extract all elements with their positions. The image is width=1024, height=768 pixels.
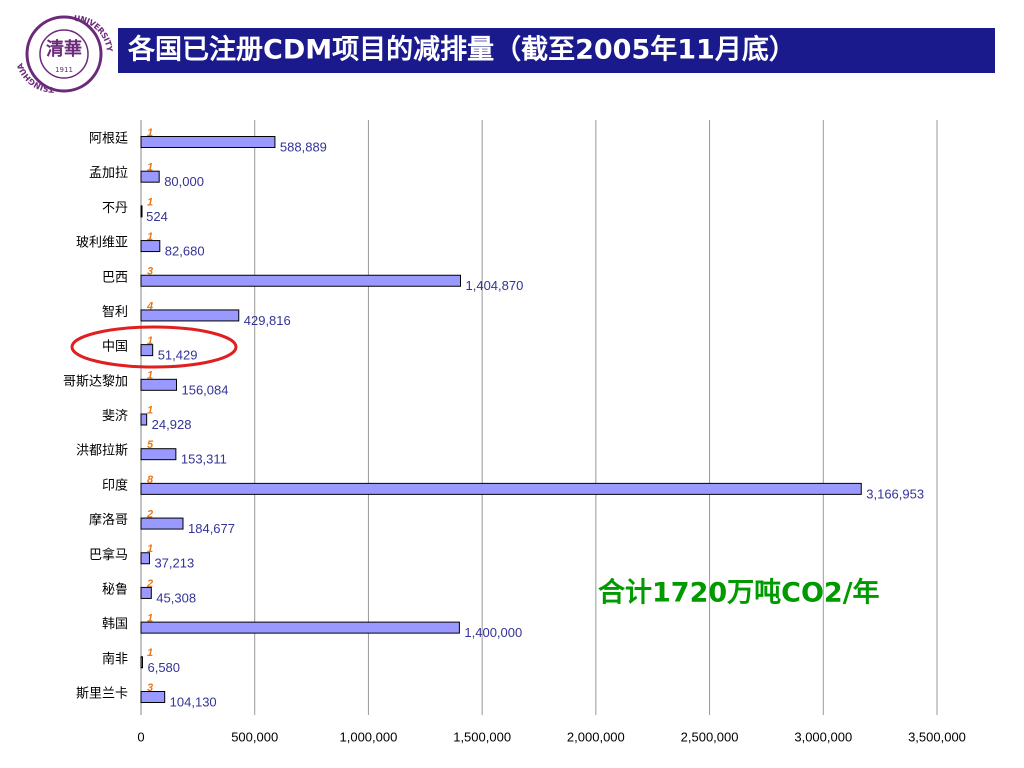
- count-label: 2: [146, 508, 153, 520]
- count-label: 2: [146, 578, 153, 590]
- logo-ring: [25, 15, 103, 93]
- count-label: 1: [147, 543, 153, 555]
- value-label: 1,404,870: [466, 278, 524, 293]
- value-label: 184,677: [188, 521, 235, 536]
- y-tick-label: 哥斯达黎加: [63, 374, 128, 389]
- y-tick-label: 摩洛哥: [89, 512, 128, 528]
- count-label: 1: [147, 335, 153, 347]
- count-label: 1: [147, 647, 153, 659]
- value-label: 37,213: [154, 556, 194, 571]
- count-label: 1: [147, 370, 153, 382]
- count-label: 3: [147, 682, 153, 694]
- logo-mark: 清華: [46, 38, 82, 60]
- x-tick-label: 3,000,000: [794, 729, 852, 744]
- bar: [140, 448, 177, 461]
- value-label: 45,308: [156, 590, 196, 605]
- bar: [140, 240, 161, 253]
- x-tick-label: 0: [137, 729, 144, 744]
- value-label: 153,311: [181, 452, 227, 467]
- bar: [140, 205, 143, 218]
- bar: [140, 586, 152, 599]
- y-tick-label: 洪都拉斯: [76, 444, 128, 459]
- y-tick-label: 孟加拉: [89, 166, 128, 181]
- chart-title: 各国已注册CDM项目的减排量（截至2005年11月底）: [127, 34, 796, 66]
- value-label: 82,680: [165, 244, 205, 259]
- bar: [140, 656, 143, 669]
- bar: [140, 344, 154, 357]
- plot: 0 500,000 1,000,000 1,500,000 2,000,000 2,500…: [63, 120, 966, 744]
- y-tick-label: 斯里兰卡: [76, 687, 128, 702]
- count-label: 4: [146, 300, 153, 312]
- annotation: 合计1720万吨CO2/年: [598, 577, 880, 609]
- count-label: 1: [147, 162, 153, 174]
- y-tick-label: 巴西: [102, 270, 128, 285]
- value-label: 51,429: [158, 348, 198, 363]
- x-tick-label: 1,500,000: [453, 729, 511, 744]
- y-tick-label: 玻利维亚: [76, 236, 128, 251]
- count-label: 1: [147, 404, 153, 416]
- value-label: 429,816: [244, 313, 291, 328]
- y-tick-label: 阿根廷: [89, 132, 128, 147]
- bar: [140, 274, 462, 287]
- count-label: 3: [147, 266, 153, 278]
- count-label: 1: [147, 196, 153, 208]
- bar: [140, 136, 276, 148]
- y-tick-label: 斐济: [102, 409, 128, 424]
- value-label: 24,928: [152, 417, 192, 432]
- y-tick-label: 韩国: [102, 617, 128, 632]
- logo-year: 1911: [55, 66, 73, 74]
- bar: [140, 482, 862, 495]
- value-label: 588,889: [280, 139, 327, 154]
- count-label: 5: [147, 439, 154, 451]
- y-tick-label: 智利: [102, 305, 128, 320]
- y-tick-label: 印度: [102, 477, 128, 493]
- bar: [140, 170, 160, 183]
- count-label: 1: [147, 231, 153, 243]
- bar: [140, 378, 177, 391]
- highlight-ellipse: [70, 325, 238, 369]
- bar: [140, 552, 150, 565]
- x-tick-label: 1,000,000: [340, 729, 398, 744]
- value-label: 3,166,953: [866, 486, 924, 501]
- x-tick-label: 3,500,000: [908, 729, 966, 744]
- count-label: 1: [147, 613, 153, 625]
- value-label: 104,130: [170, 694, 217, 709]
- logo-inner: [39, 29, 89, 79]
- y-tick-label: 南非: [102, 651, 128, 667]
- title-bar: [118, 28, 995, 73]
- bar: [140, 517, 184, 530]
- value-label: 1,400,000: [464, 625, 522, 640]
- y-tick-label: 秘鲁: [102, 582, 128, 597]
- bar: [140, 691, 166, 703]
- y-tick-label: 中国: [102, 340, 128, 355]
- value-label: 80,000: [164, 174, 204, 189]
- value-label: 6,580: [147, 660, 180, 675]
- x-tick-label: 2,500,000: [681, 729, 739, 744]
- count-label: 8: [147, 474, 154, 486]
- value-label: 156,084: [181, 382, 228, 397]
- count-label: 1: [147, 127, 153, 139]
- x-tick-label: 500,000: [231, 729, 278, 744]
- y-tick-label: 不丹: [102, 201, 128, 216]
- bar: [140, 309, 240, 322]
- value-label: 524: [146, 209, 168, 224]
- x-tick-label: 2,000,000: [567, 729, 625, 744]
- logo: TSINGHUA UNIVERSITY 清華 1911: [15, 13, 115, 94]
- bar: [140, 621, 460, 634]
- y-tick-label: 巴拿马: [89, 547, 128, 563]
- bar: [140, 413, 148, 426]
